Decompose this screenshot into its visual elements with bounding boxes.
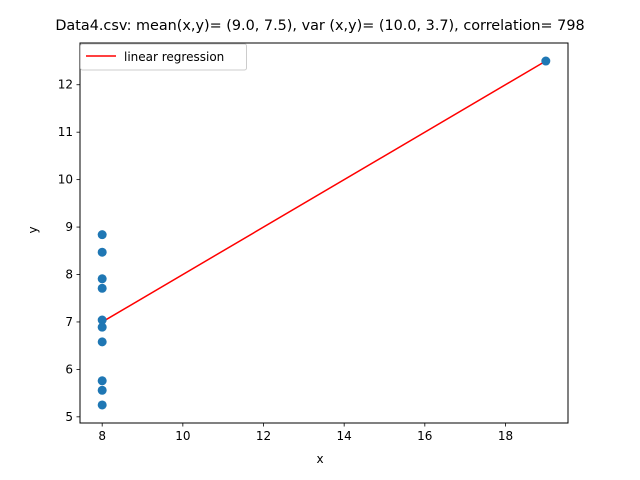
scatter-point: [97, 315, 107, 325]
y-tick-label: 5: [65, 410, 73, 424]
ticks-layer: 8 10 12 14 16 18 5 6 7 8 9 10 11 12: [58, 78, 513, 443]
y-tick-label: 11: [58, 125, 73, 139]
scatter-point: [97, 230, 107, 240]
y-tick-label: 6: [65, 362, 73, 376]
x-tick-label: 14: [337, 429, 352, 443]
regression-line: [101, 60, 547, 323]
scatter-point: [97, 376, 107, 386]
scatter-point: [97, 385, 107, 395]
x-tick-label: 12: [256, 429, 271, 443]
scatter-point: [97, 337, 107, 347]
series-layer: [97, 56, 551, 410]
legend-box: [80, 43, 247, 71]
y-tick-label: 9: [65, 220, 73, 234]
scatter-point: [541, 56, 551, 66]
x-tick-label: 8: [98, 429, 106, 443]
y-axis-label: y: [26, 226, 40, 233]
y-tick-label: 8: [65, 268, 73, 282]
axes-frame: [79, 42, 569, 424]
legend: linear regression: [80, 43, 247, 71]
x-tick-label: 16: [417, 429, 432, 443]
scatter-point: [97, 283, 107, 293]
scatter-point: [97, 274, 107, 284]
y-tick-label: 10: [58, 173, 73, 187]
scatter-point: [97, 322, 107, 332]
x-axis-label: x: [316, 452, 323, 466]
x-tick-label: 18: [498, 429, 513, 443]
scatter-point: [97, 247, 107, 257]
legend-label: linear regression: [124, 50, 224, 64]
scatter-point: [97, 400, 107, 410]
y-tick-label: 7: [65, 315, 73, 329]
x-tick-label: 10: [175, 429, 190, 443]
y-tick-label: 12: [58, 78, 73, 92]
chart-title: Data4.csv: mean(x,y)= (9.0, 7.5), var (x…: [55, 18, 584, 34]
